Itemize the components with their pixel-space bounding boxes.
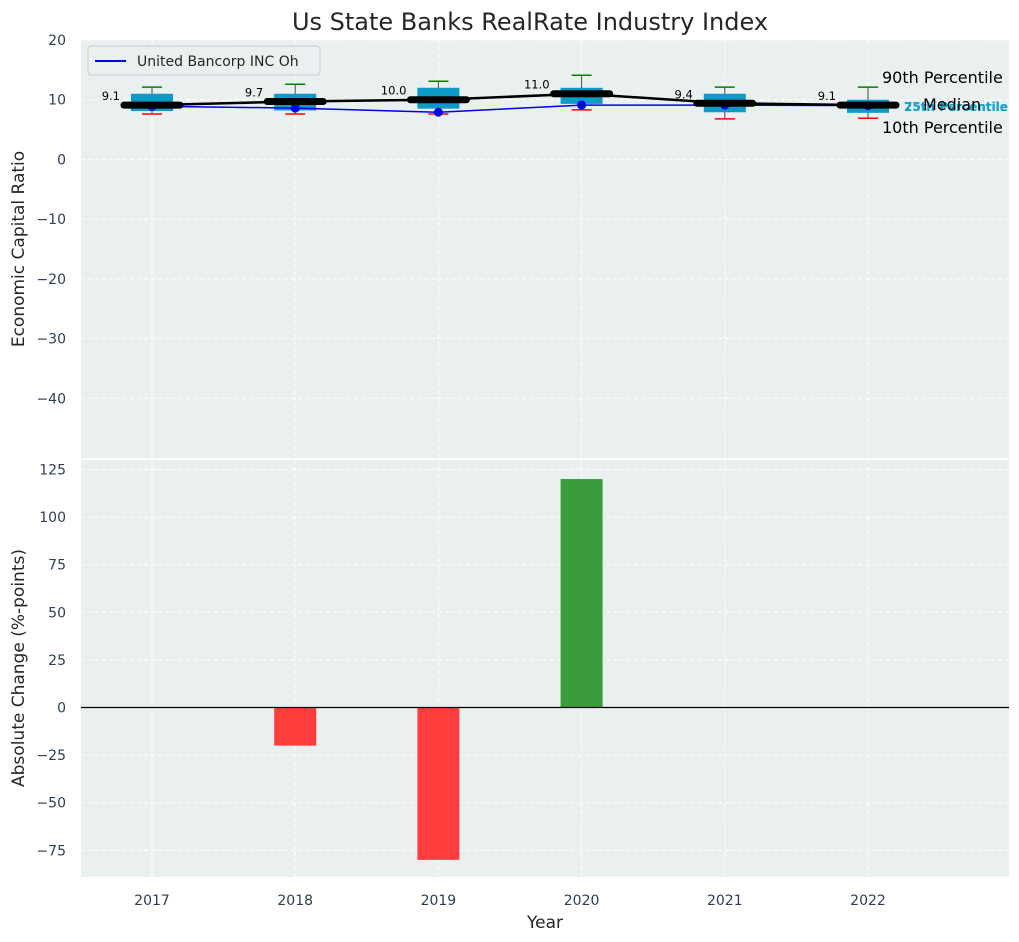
median-value-label: 9.7 [245, 86, 263, 100]
top-y-tick-label: −30 [36, 332, 66, 348]
top-y-tick-labels: 20 10 0 −10 −20 −30 −40 [36, 33, 66, 407]
percentile-labels: 75th Percentile 25th Percentile 90th Per… [882, 68, 1008, 137]
change-bar-2018 [274, 707, 317, 746]
series-point [577, 100, 587, 110]
x-tick-labels: 2017 2018 2019 2020 2021 2022 [134, 893, 886, 909]
bottom-y-tick-label: 25 [48, 653, 66, 669]
bottom-y-tick-label: −25 [36, 748, 66, 764]
bottom-y-axis-label: Absolute Change (%-points) [9, 549, 29, 787]
change-bar-2019 [417, 707, 460, 860]
change-bar-2020 [560, 479, 603, 708]
bottom-y-tick-label: 0 [57, 701, 66, 717]
x-tick-label: 2022 [850, 893, 886, 909]
p75-label: 75th Percentile [904, 100, 1008, 114]
x-tick-label: 2020 [564, 893, 600, 909]
top-y-tick-label: 20 [48, 33, 66, 49]
x-tick-label: 2018 [277, 893, 313, 909]
change-bars [274, 479, 603, 860]
bottom-y-tick-label: −75 [36, 843, 66, 859]
top-y-tick-label: −40 [36, 391, 66, 407]
bottom-y-tick-label: 50 [48, 605, 66, 621]
top-y-tick-label: 10 [48, 93, 66, 109]
x-tick-label: 2019 [421, 893, 457, 909]
median-value-labels: 9.1 9.7 10.0 11.0 9.4 9.1 [102, 78, 836, 103]
median-value-label: 10.0 [381, 84, 407, 98]
median-value-label: 9.1 [818, 89, 836, 103]
x-tick-label: 2021 [707, 893, 743, 909]
p25-label: 25th Percentile [904, 100, 1008, 114]
legend-entry: United Bancorp INC Oh [137, 54, 299, 70]
x-tick-label: 2017 [134, 893, 170, 909]
series-point [433, 107, 443, 117]
series-point [290, 103, 300, 113]
top-y-tick-label: −10 [36, 212, 66, 228]
x-axis-label: Year [526, 913, 563, 933]
median-label: Median [923, 95, 981, 114]
median-value-label: 9.4 [675, 87, 693, 101]
top-y-tick-label: −20 [36, 272, 66, 288]
median-value-label: 9.1 [102, 89, 120, 103]
top-y-tick-label: 0 [57, 152, 66, 168]
legend-frame [87, 45, 321, 76]
median-value-label: 11.0 [524, 78, 550, 92]
bottom-y-tick-label: −50 [36, 796, 66, 812]
bottom-y-tick-label: 125 [39, 463, 66, 479]
bottom-y-tick-label: 100 [39, 510, 66, 526]
legend: United Bancorp INC Oh [87, 45, 321, 76]
median-line-group [120, 90, 900, 109]
bottom-panel-background [81, 460, 1009, 877]
bottom-y-tick-labels: 125 100 75 50 25 0 −25 −50 −75 [36, 463, 66, 860]
p10-label: 10th Percentile [882, 118, 1003, 137]
p90-label: 90th Percentile [882, 68, 1003, 87]
bottom-y-tick-label: 75 [48, 558, 66, 574]
top-y-axis-label: Economic Capital Ratio [9, 151, 29, 347]
top-gridlines [81, 39, 1009, 458]
chart-title: Us State Banks RealRate Industry Index [292, 8, 768, 36]
